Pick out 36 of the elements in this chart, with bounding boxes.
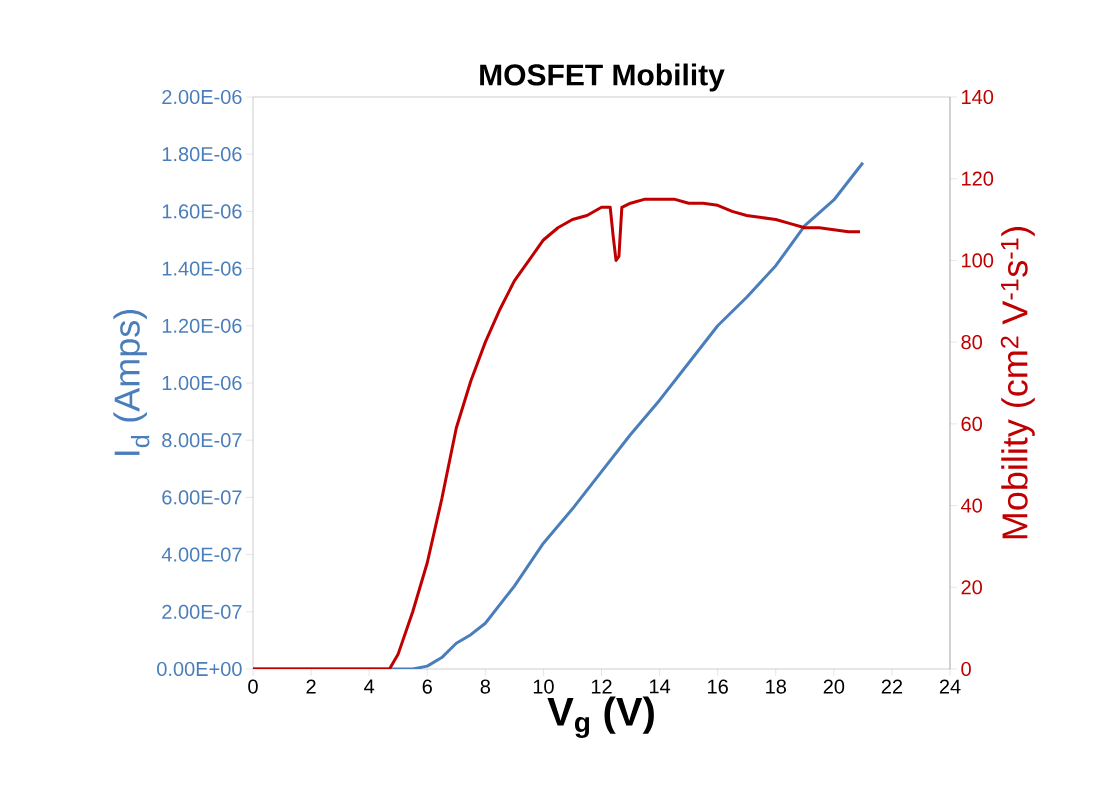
x-tick-label: 16 [708,679,728,694]
y2-tick-label: 20 [961,580,982,595]
y2-tick-label: 100 [962,253,994,268]
y-tick-label: 4.00E-07 [161,547,242,562]
x-tick-label: 2 [306,679,316,694]
y2-tick-label: 0 [961,661,971,677]
y-tick-label: 2.00E-06 [162,89,242,105]
y-tick-label: 8.00E-07 [162,433,242,448]
y2-tick-label: 140 [962,89,994,105]
y-axis-title: I$_{d}$ (Amps) [113,309,150,455]
x-tick-label: 0 [248,679,258,694]
x-tick-label: 20 [823,679,845,694]
x-tick-label: 4 [364,679,375,694]
y2-tick-label: 120 [962,171,994,186]
y2-axis-title: Mobility (cm$^{2}$ V$^{-1}$s$^{-1}$) [1000,227,1035,539]
y-tick-label: 1.60E-06 [162,204,242,219]
x-tick-label: 12 [591,679,612,694]
x-tick-label: 22 [881,679,903,694]
x-tick-label: 14 [650,679,671,694]
x-tick-label: 10 [533,679,554,694]
y2-tick-label: 60 [961,416,982,431]
chart-title: MOSFET Mobility [480,63,725,92]
y-tick-label: 6.00E-07 [162,490,242,505]
x-axis-title: V$_{g}$ (V) [547,696,654,738]
y-tick-label: 1.20E-06 [162,318,242,333]
y-tick-label: 0.00E+00 [157,661,242,677]
y2-tick-label: 80 [961,335,982,350]
y-tick-label: 1.80E-06 [162,147,242,162]
y-tick-label: 2.00E-07 [162,604,242,619]
x-tick-label: 18 [766,679,786,694]
x-tick-label: 8 [480,679,491,694]
x-tick-label: 6 [422,679,432,694]
y2-tick-label: 40 [960,498,982,513]
x-tick-label: 24 [939,679,961,694]
y-tick-label: 1.00E-06 [162,375,242,391]
y-tick-label: 1.40E-06 [162,261,242,276]
